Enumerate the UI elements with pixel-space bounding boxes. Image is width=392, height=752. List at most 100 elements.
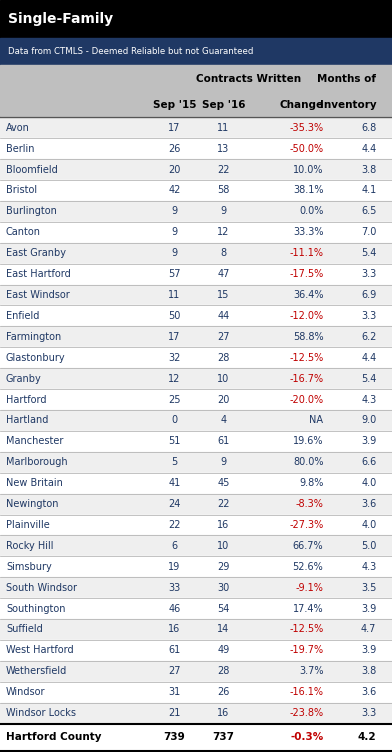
Text: Windsor: Windsor (6, 687, 45, 697)
Text: 3.3: 3.3 (361, 269, 376, 279)
Text: 9: 9 (171, 206, 178, 217)
Text: 11: 11 (168, 290, 181, 300)
Text: Farmington: Farmington (6, 332, 61, 342)
Text: 25: 25 (168, 395, 181, 405)
Text: 9.8%: 9.8% (299, 478, 323, 488)
Bar (0, 431, 392, 452)
Bar (0, 284, 392, 305)
Text: 7.0: 7.0 (361, 227, 376, 238)
Text: 10.0%: 10.0% (293, 165, 323, 174)
Text: 4.7: 4.7 (361, 624, 376, 635)
Text: 17.4%: 17.4% (293, 604, 323, 614)
Text: Suffield: Suffield (6, 624, 43, 635)
Text: 80.0%: 80.0% (293, 457, 323, 467)
Text: 8: 8 (220, 248, 227, 258)
Text: 737: 737 (212, 732, 234, 742)
Bar (0, 723, 392, 751)
Text: 6.6: 6.6 (361, 457, 376, 467)
Text: 31: 31 (168, 687, 181, 697)
Text: Avon: Avon (6, 123, 30, 133)
Bar (0, 578, 392, 598)
Bar (0, 682, 392, 702)
Bar (0, 598, 392, 619)
Text: NA: NA (309, 415, 323, 426)
Text: 22: 22 (217, 165, 230, 174)
Bar (0, 514, 392, 535)
Bar (0, 326, 392, 347)
Text: Contracts Written: Contracts Written (196, 74, 301, 84)
Text: 9.0: 9.0 (361, 415, 376, 426)
Text: 24: 24 (168, 499, 181, 509)
Text: -11.1%: -11.1% (289, 248, 323, 258)
Text: 20: 20 (217, 395, 230, 405)
Text: East Windsor: East Windsor (6, 290, 70, 300)
Text: Manchester: Manchester (6, 436, 63, 447)
Text: 20: 20 (168, 165, 181, 174)
Text: East Hartford: East Hartford (6, 269, 71, 279)
Text: 0.0%: 0.0% (299, 206, 323, 217)
Text: 42: 42 (168, 186, 181, 196)
Text: 3.3: 3.3 (361, 708, 376, 718)
Text: 45: 45 (217, 478, 230, 488)
Text: 3.9: 3.9 (361, 645, 376, 656)
Bar (0, 180, 392, 201)
Text: 3.8: 3.8 (361, 666, 376, 676)
Text: 13: 13 (217, 144, 230, 153)
Text: 4.0: 4.0 (361, 478, 376, 488)
Bar (0, 473, 392, 493)
Text: Rocky Hill: Rocky Hill (6, 541, 53, 551)
Text: 4.0: 4.0 (361, 520, 376, 530)
Bar (0, 661, 392, 682)
Text: -35.3%: -35.3% (289, 123, 323, 133)
Text: 21: 21 (168, 708, 181, 718)
Text: -16.1%: -16.1% (289, 687, 323, 697)
Text: 4.3: 4.3 (361, 395, 376, 405)
Text: 3.5: 3.5 (361, 583, 376, 593)
Text: 5.4: 5.4 (361, 374, 376, 384)
Bar (0, 535, 392, 556)
Text: 10: 10 (217, 541, 230, 551)
Text: 4: 4 (220, 415, 227, 426)
Text: 16: 16 (168, 624, 181, 635)
Text: Newington: Newington (6, 499, 58, 509)
Text: 51: 51 (168, 436, 181, 447)
Bar (0, 305, 392, 326)
Text: 26: 26 (168, 144, 181, 153)
Bar (0, 38, 392, 65)
Bar (0, 0, 392, 38)
Text: 33: 33 (168, 583, 181, 593)
Text: -16.7%: -16.7% (289, 374, 323, 384)
Text: 16: 16 (217, 520, 230, 530)
Text: 3.3: 3.3 (361, 311, 376, 321)
Text: 66.7%: 66.7% (293, 541, 323, 551)
Text: 29: 29 (217, 562, 230, 572)
Text: Sep '16: Sep '16 (202, 100, 245, 111)
Bar (0, 243, 392, 264)
Text: 17: 17 (168, 332, 181, 342)
Text: 15: 15 (217, 290, 230, 300)
Bar (0, 117, 392, 138)
Text: 27: 27 (217, 332, 230, 342)
Text: 6.8: 6.8 (361, 123, 376, 133)
Text: 17: 17 (168, 123, 181, 133)
Text: -20.0%: -20.0% (289, 395, 323, 405)
Bar (0, 93, 392, 117)
Text: Single-Family: Single-Family (8, 12, 113, 26)
Text: -23.8%: -23.8% (289, 708, 323, 718)
Text: Plainville: Plainville (6, 520, 50, 530)
Text: 61: 61 (217, 436, 230, 447)
Text: 9: 9 (171, 248, 178, 258)
Text: 38.1%: 38.1% (293, 186, 323, 196)
Text: 61: 61 (168, 645, 181, 656)
Text: 4.2: 4.2 (358, 732, 376, 742)
Text: Canton: Canton (6, 227, 41, 238)
Text: 58: 58 (217, 186, 230, 196)
Text: 4.1: 4.1 (361, 186, 376, 196)
Text: 6.9: 6.9 (361, 290, 376, 300)
Text: 58.8%: 58.8% (293, 332, 323, 342)
Text: 52.6%: 52.6% (293, 562, 323, 572)
Bar (0, 452, 392, 473)
Text: Inventory: Inventory (320, 100, 376, 111)
Text: 9: 9 (171, 227, 178, 238)
Bar (0, 702, 392, 723)
